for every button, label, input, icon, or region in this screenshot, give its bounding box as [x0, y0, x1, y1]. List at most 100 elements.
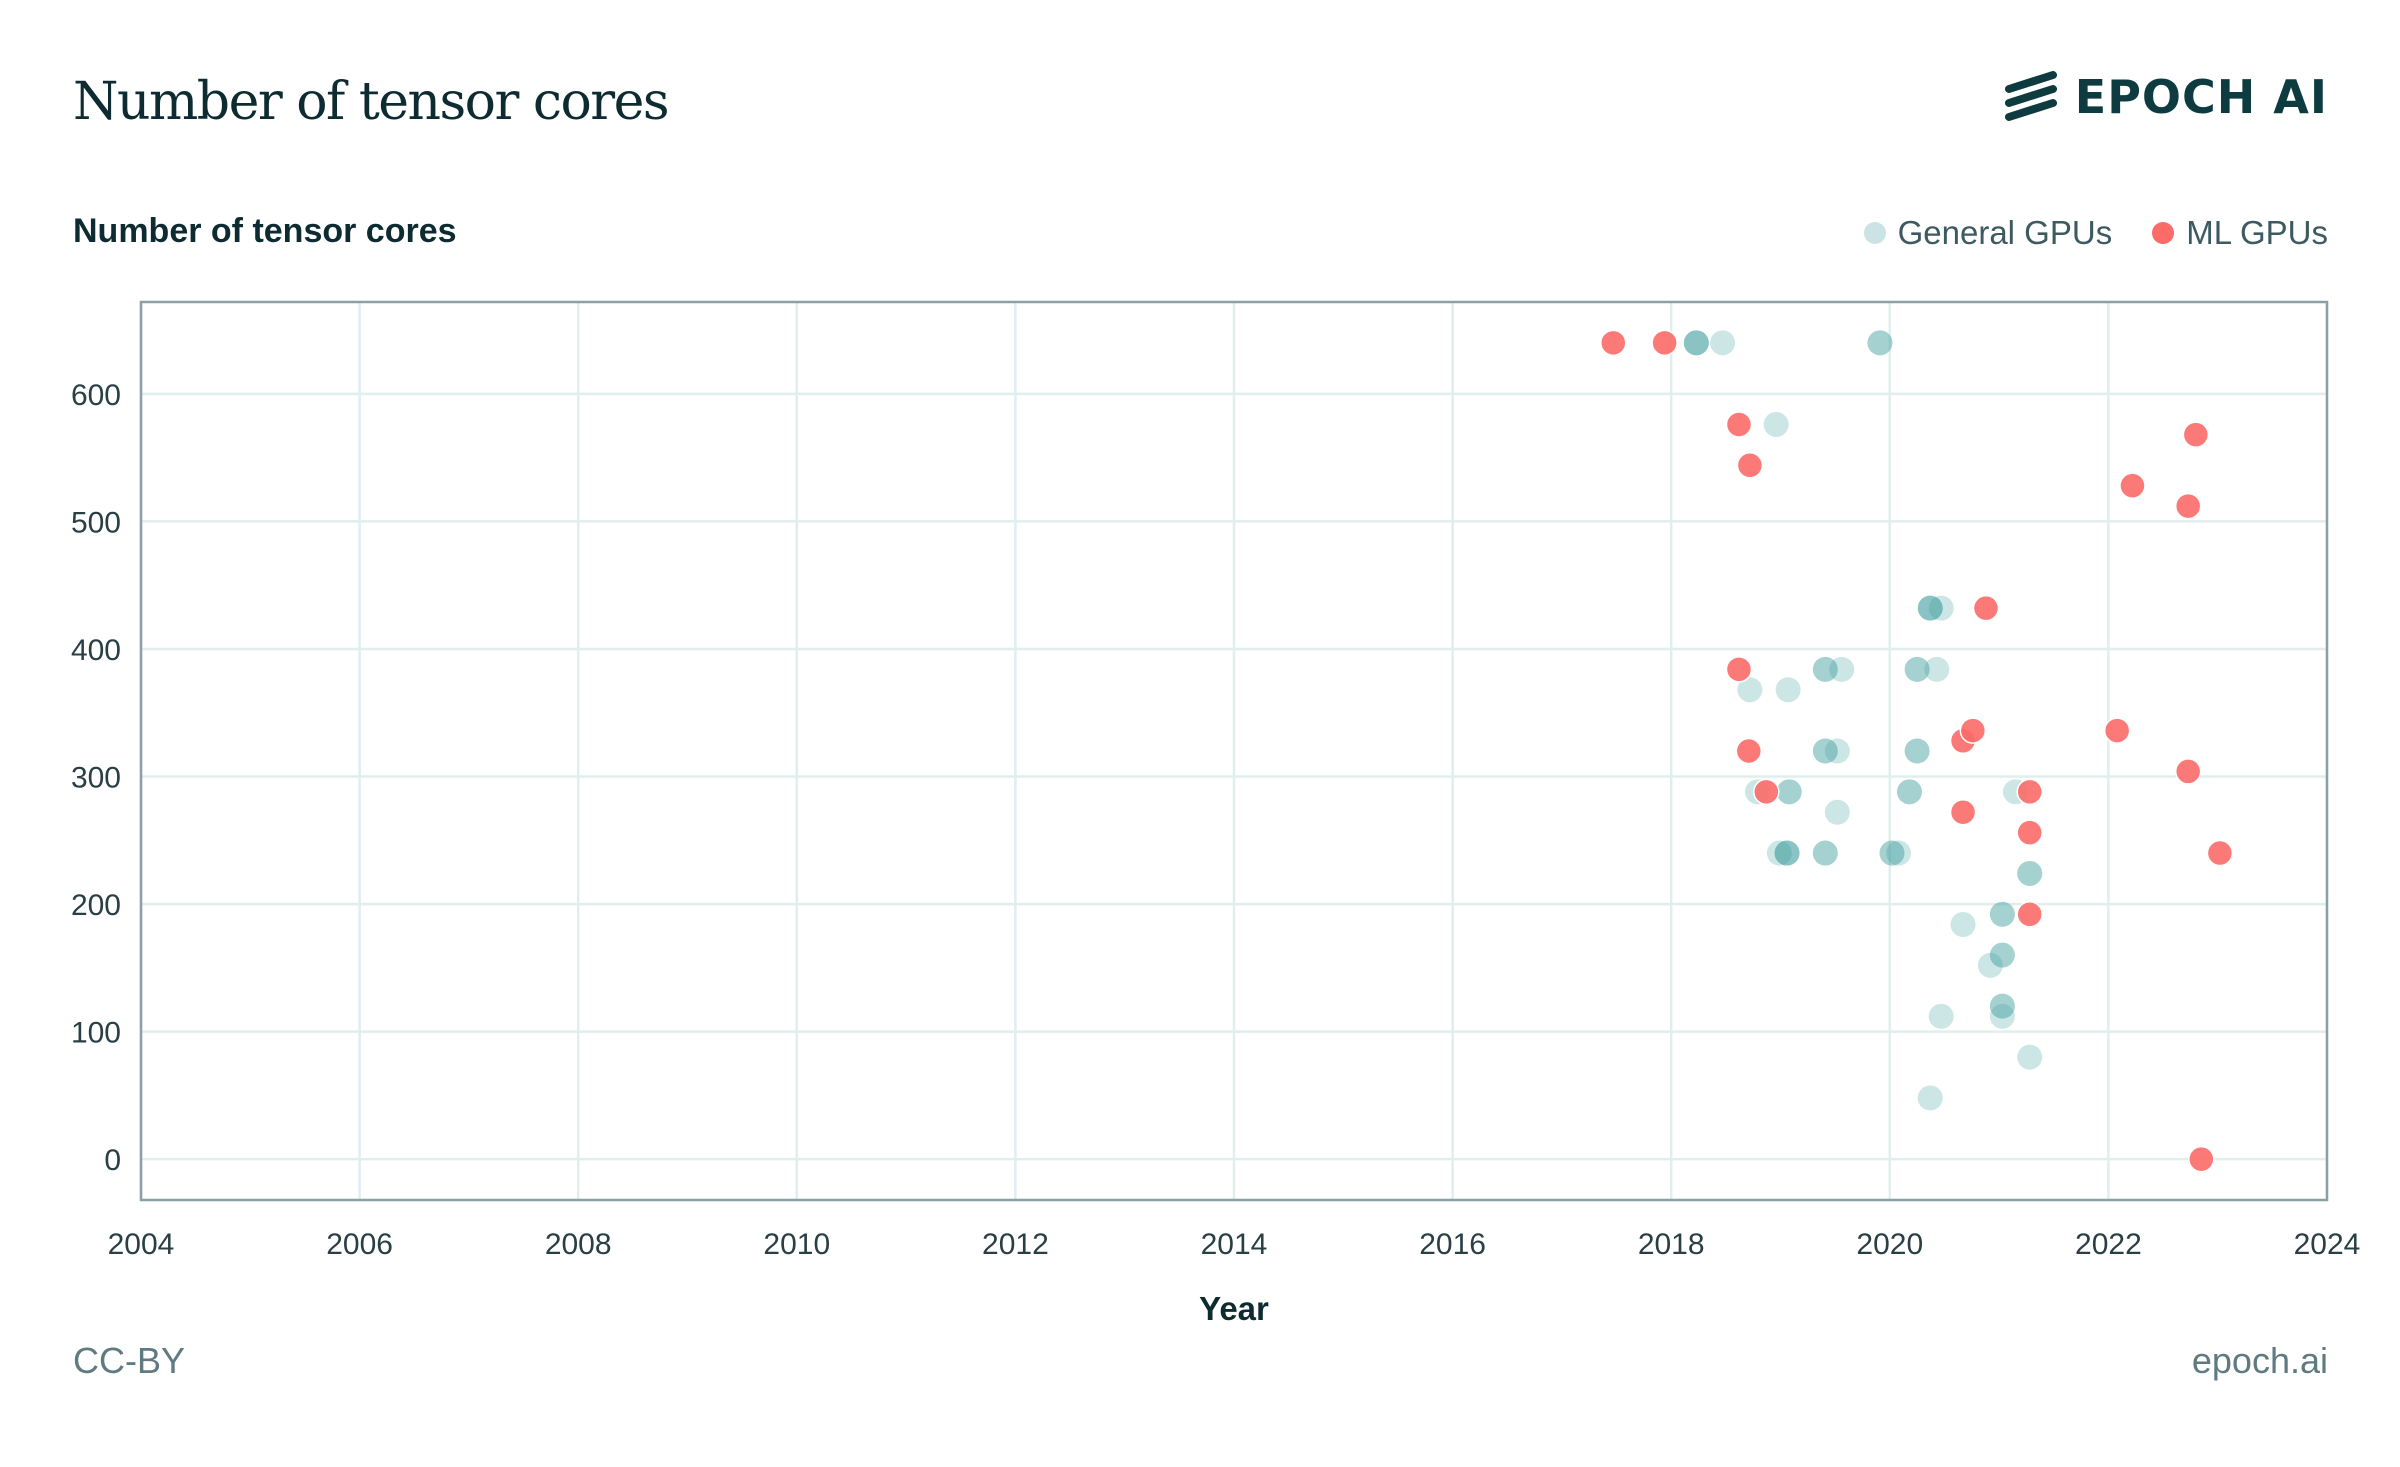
general-gpu-point[interactable]: [1989, 942, 2015, 968]
legend-item-general[interactable]: General GPUs: [1863, 214, 2112, 252]
general-gpu-point[interactable]: [1774, 840, 1800, 866]
page-title: Number of tensor cores: [73, 72, 670, 132]
general-gpu-point[interactable]: [1812, 840, 1838, 866]
general-gpu-point[interactable]: [1917, 595, 1943, 621]
general-gpu-point[interactable]: [1896, 779, 1922, 805]
general-gpu-point[interactable]: [1886, 840, 1912, 866]
ml-gpu-point[interactable]: [2206, 839, 2234, 867]
general-gpu-point[interactable]: [1989, 942, 2015, 968]
general-gpu-point[interactable]: [1824, 738, 1850, 764]
general-gpu-point[interactable]: [1683, 330, 1709, 356]
general-gpu-point[interactable]: [1879, 840, 1905, 866]
x-axis-title: Year: [1199, 1290, 1269, 1327]
general-gpu-point[interactable]: [1917, 595, 1943, 621]
legend: General GPUs ML GPUs: [1863, 214, 2328, 252]
general-gpu-point[interactable]: [1928, 1003, 1954, 1029]
y-tick-label: 0: [104, 1144, 121, 1177]
ml-gpu-point[interactable]: [2174, 758, 2202, 785]
general-gpu-point[interactable]: [1928, 595, 1954, 621]
general-gpu-point[interactable]: [1829, 656, 1855, 682]
general-gpu-point[interactable]: [2017, 1044, 2043, 1070]
x-tick-label: 2008: [545, 1228, 612, 1261]
ml-gpu-point[interactable]: [1949, 798, 1977, 826]
general-gpu-point[interactable]: [1917, 1085, 1943, 1111]
general-gpu-point[interactable]: [1812, 738, 1838, 764]
general-gpu-point[interactable]: [1896, 779, 1922, 805]
logo-stripes-icon: [2004, 71, 2057, 121]
general-gpu-point[interactable]: [1812, 738, 1838, 764]
general-gpu-point[interactable]: [1867, 330, 1893, 356]
y-tick-label: 300: [71, 762, 121, 795]
general-gpu-point[interactable]: [1776, 779, 1802, 805]
epoch-ai-logo: EPOCH AI: [2003, 70, 2328, 124]
x-tick-label: 2016: [1419, 1228, 1486, 1261]
general-gpu-point[interactable]: [1989, 901, 2015, 927]
general-gpu-point[interactable]: [1879, 840, 1905, 866]
general-gpu-point[interactable]: [1737, 677, 1763, 703]
legend-item-ml[interactable]: ML GPUs: [2152, 214, 2328, 252]
x-tick-label: 2004: [108, 1228, 175, 1261]
general-gpu-point[interactable]: [1824, 799, 1850, 825]
ml-gpu-point[interactable]: [2016, 819, 2043, 846]
general-gpu-point[interactable]: [1683, 330, 1709, 356]
general-gpu-point[interactable]: [1917, 595, 1943, 621]
general-gpu-point[interactable]: [2017, 860, 2043, 886]
general-gpu-point[interactable]: [1989, 993, 2015, 1019]
ml-gpu-point[interactable]: [2016, 778, 2043, 806]
ml-gpu-point[interactable]: [2119, 472, 2146, 499]
ml-gpu-point[interactable]: [1959, 717, 1987, 744]
general-gpu-point[interactable]: [1812, 840, 1838, 866]
general-gpu-point[interactable]: [1774, 840, 1800, 866]
general-gpu-point[interactable]: [1989, 993, 2015, 1019]
grid: [139, 302, 2329, 1200]
x-tick-label: 2014: [1201, 1228, 1268, 1261]
ml-gpu-point[interactable]: [2188, 1145, 2215, 1173]
ml-gpu-point[interactable]: [2103, 717, 2131, 744]
legend-ml-marker-icon: [2152, 222, 2175, 244]
general-gpu-point[interactable]: [1812, 656, 1838, 682]
x-tick-label: 2020: [1856, 1228, 1923, 1261]
general-gpu-point[interactable]: [1812, 656, 1838, 682]
legend-general-marker-icon: [1863, 222, 1886, 244]
general-gpu-point[interactable]: [1766, 840, 1792, 866]
general-gpu-point[interactable]: [1775, 677, 1801, 703]
ml-gpu-point[interactable]: [1725, 656, 1753, 683]
ml-gpu-point[interactable]: [2174, 492, 2202, 520]
general-gpu-point[interactable]: [1776, 779, 1802, 805]
ml-gpu-point[interactable]: [1972, 594, 2000, 622]
general-gpu-point[interactable]: [2017, 860, 2043, 886]
general-gpu-point[interactable]: [1763, 411, 1789, 437]
ml-gpu-point[interactable]: [1735, 737, 1763, 765]
general-gpu-point[interactable]: [1989, 1003, 2015, 1029]
general-gpu-point[interactable]: [1683, 330, 1709, 356]
y-tick-label: 200: [71, 889, 121, 922]
y-tick-label: 400: [71, 634, 121, 667]
y-tick-label: 600: [71, 379, 121, 412]
general-gpu-point[interactable]: [1904, 656, 1930, 682]
x-tick-label: 2024: [2294, 1228, 2361, 1261]
general-gpu-point[interactable]: [1924, 656, 1950, 682]
ml-gpu-point[interactable]: [2016, 901, 2043, 928]
general-gpu-point[interactable]: [1710, 330, 1736, 356]
general-gpu-point[interactable]: [1950, 911, 1976, 937]
general-gpu-point[interactable]: [1774, 840, 1800, 866]
ml-gpu-point[interactable]: [1725, 411, 1753, 438]
x-tick-label: 2006: [326, 1228, 393, 1261]
general-gpu-point[interactable]: [1977, 952, 2003, 978]
general-gpu-point[interactable]: [1904, 738, 1930, 764]
site-link[interactable]: epoch.ai: [2191, 1340, 2328, 1381]
ml-gpu-point[interactable]: [1600, 329, 1627, 357]
x-tick-label: 2010: [763, 1228, 830, 1261]
x-tick-label: 2012: [982, 1228, 1049, 1261]
y-axis-title: Number of tensor cores: [73, 212, 457, 250]
general-gpu-point[interactable]: [1904, 656, 1930, 682]
ml-gpu-point[interactable]: [1651, 329, 1678, 357]
general-gpu-point[interactable]: [1867, 330, 1893, 356]
x-tick-label: 2022: [2075, 1228, 2142, 1261]
ml-gpu-point[interactable]: [2182, 421, 2210, 448]
general-gpu-point[interactable]: [1904, 738, 1930, 764]
ml-gpu-point[interactable]: [1736, 452, 1764, 479]
general-gpu-point[interactable]: [1989, 901, 2015, 927]
ml-gpu-point[interactable]: [1753, 778, 1780, 806]
